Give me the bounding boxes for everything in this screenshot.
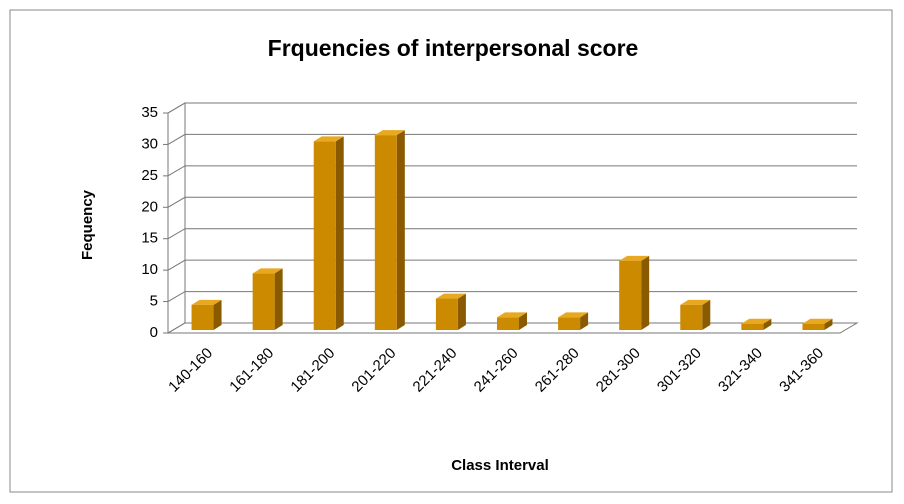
- x-axis-title: Class Interval: [451, 457, 549, 474]
- bar: [313, 141, 336, 330]
- chart-frame: [9, 9, 893, 493]
- bar: [252, 273, 275, 330]
- bar-side: [519, 312, 527, 330]
- y-tick-label: 15: [141, 230, 158, 247]
- bar-top: [619, 255, 650, 261]
- bar-side: [763, 318, 772, 330]
- bar-top: [313, 136, 344, 142]
- bar-top: [741, 318, 772, 324]
- bar-side: [824, 318, 833, 330]
- bar: [619, 260, 642, 330]
- bar-side: [396, 130, 405, 330]
- bar-top: [252, 268, 283, 274]
- bar: [497, 317, 519, 330]
- bar-top: [680, 299, 711, 305]
- y-tick-label: 10: [141, 261, 158, 278]
- y-tick-label: 25: [141, 167, 158, 184]
- grid-line: [167, 196, 857, 208]
- grid-line: [167, 228, 857, 240]
- bar-side: [641, 255, 650, 330]
- bar: [558, 317, 581, 330]
- bar: [802, 323, 825, 330]
- bar: [741, 323, 764, 330]
- chart-title: Frquencies of interpersonal score: [268, 35, 639, 61]
- bar-top: [497, 312, 527, 318]
- y-tick-label: 0: [150, 324, 158, 341]
- grid-line: [167, 165, 857, 177]
- y-tick-label: 5: [150, 293, 158, 310]
- bar-side: [274, 268, 283, 330]
- y-tick-label: 20: [141, 198, 158, 215]
- bar-top: [435, 293, 466, 299]
- y-tick-label: 35: [141, 104, 158, 121]
- bar: [435, 298, 458, 330]
- bar-side: [213, 299, 222, 330]
- bar-side: [580, 312, 589, 330]
- bar-top: [802, 318, 833, 324]
- bar-top: [191, 299, 222, 305]
- bar: [191, 304, 214, 330]
- bar-side: [702, 299, 711, 330]
- y-tick-label: 30: [141, 135, 158, 152]
- bar-side: [457, 293, 466, 330]
- bar-side: [335, 136, 344, 330]
- bar: [374, 135, 397, 330]
- grid-line: [167, 133, 857, 145]
- bar: [680, 304, 703, 330]
- bar-top: [558, 312, 589, 318]
- y-axis-title: Fequency: [79, 189, 96, 260]
- bar-top: [374, 130, 405, 136]
- grid-line: [167, 102, 857, 114]
